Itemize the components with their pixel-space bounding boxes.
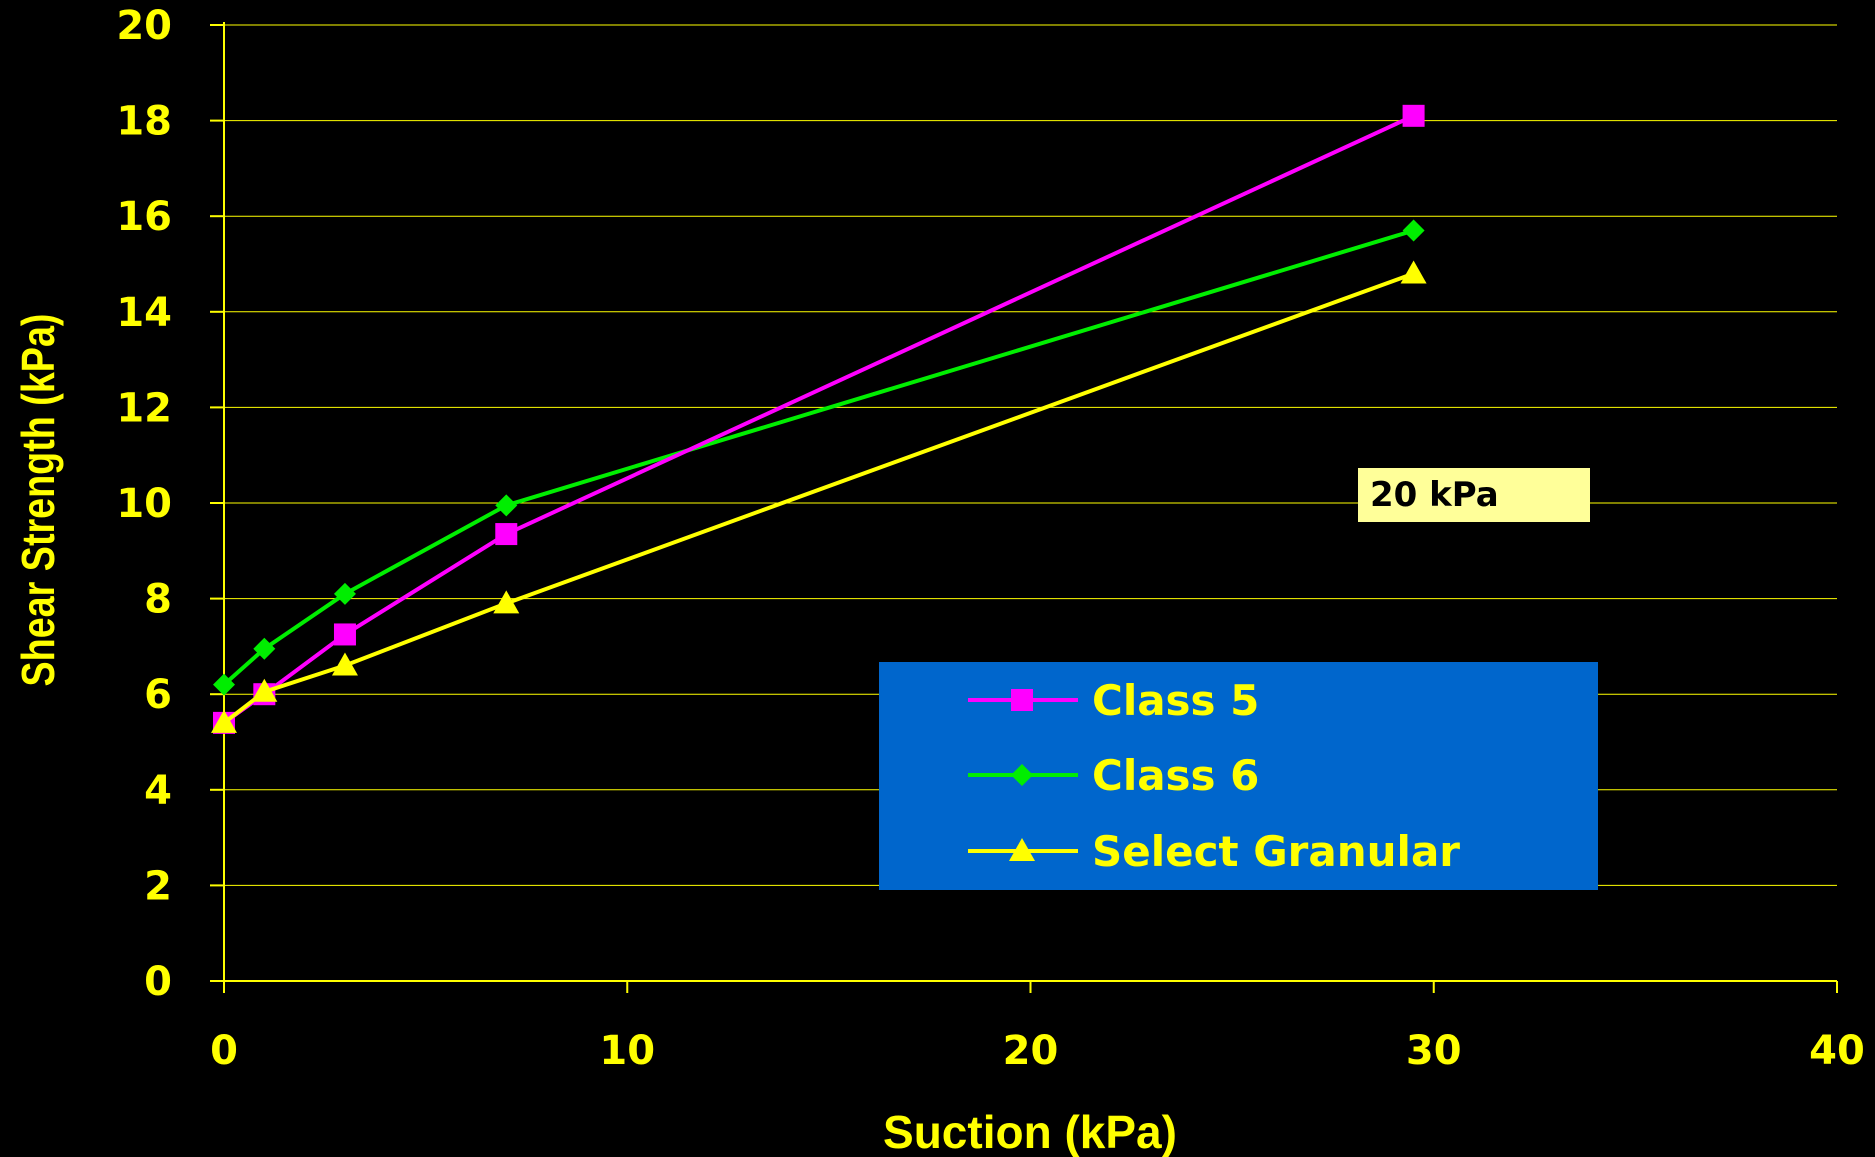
axes bbox=[210, 22, 1838, 993]
data-point-select-granular bbox=[331, 652, 358, 676]
data-point-class-6 bbox=[333, 582, 356, 605]
data-point-select-granular bbox=[251, 678, 278, 702]
annotation-box: 20 kPa bbox=[1358, 468, 1590, 522]
data-point-select-granular bbox=[493, 590, 520, 614]
gridlines bbox=[224, 24, 1837, 886]
legend: Class 5 Class 6 Select Granular bbox=[879, 662, 1598, 890]
annotation-background bbox=[1358, 468, 1590, 522]
y-axis-title: Shear Strength (kPa) bbox=[12, 314, 63, 687]
legend-marker-class-6 bbox=[1011, 764, 1033, 786]
y-tick-label-18: 18 bbox=[116, 99, 172, 145]
legend-item-select-granular: Select Granular bbox=[968, 827, 1460, 876]
data-point-class-6 bbox=[253, 637, 276, 660]
data-point-class-6 bbox=[495, 494, 518, 517]
x-tick-label-0: 0 bbox=[210, 1028, 238, 1074]
x-tick-label-10: 10 bbox=[599, 1028, 655, 1074]
y-tick-label-14: 14 bbox=[116, 290, 172, 336]
legend-item-class-6: Class 6 bbox=[968, 751, 1259, 800]
legend-marker-select-granular bbox=[1009, 838, 1035, 861]
annotation-label: 20 kPa bbox=[1370, 475, 1499, 515]
series-select-granular bbox=[211, 260, 1427, 733]
x-axis-title: Suction (kPa) bbox=[883, 1106, 1177, 1157]
x-tick-label-30: 30 bbox=[1406, 1028, 1462, 1074]
legend-label-class-6: Class 6 bbox=[1092, 751, 1259, 800]
legend-label-class-5: Class 5 bbox=[1092, 676, 1259, 725]
data-point-class-5 bbox=[495, 523, 518, 546]
data-point-select-granular bbox=[211, 709, 237, 733]
legend-items: Class 5 Class 6 Select Granular bbox=[968, 676, 1460, 876]
legend-marker-class-5 bbox=[1011, 689, 1033, 711]
y-tick-label-20: 20 bbox=[116, 3, 172, 49]
legend-label-select-granular: Select Granular bbox=[1092, 827, 1460, 876]
series-line-select-granular bbox=[222, 271, 1415, 725]
data-point-class-6 bbox=[213, 673, 235, 696]
y-tick-label-12: 12 bbox=[116, 385, 172, 431]
legend-item-class-5: Class 5 bbox=[968, 676, 1259, 725]
data-point-class-5 bbox=[1402, 104, 1425, 127]
y-tick-label-4: 4 bbox=[144, 768, 172, 814]
x-tick-label-40: 40 bbox=[1809, 1028, 1865, 1074]
series-line-class-6 bbox=[222, 228, 1415, 687]
series-line-class-5 bbox=[222, 114, 1415, 725]
data-point-select-granular bbox=[1400, 260, 1427, 284]
y-tick-label-2: 2 bbox=[144, 863, 172, 909]
series-lines bbox=[211, 104, 1427, 734]
x-tick-label-20: 20 bbox=[1003, 1028, 1059, 1074]
y-tick-label-8: 8 bbox=[144, 577, 172, 623]
tick-labels: 0 2 4 6 8 10 12 14 16 18 20 0 10 20 30 40 bbox=[116, 3, 1865, 1074]
y-tick-label-16: 16 bbox=[116, 194, 172, 240]
data-point-class-5 bbox=[333, 623, 356, 646]
y-tick-label-10: 10 bbox=[116, 481, 172, 527]
y-tick-label-0: 0 bbox=[144, 959, 172, 1005]
y-tick-label-6: 6 bbox=[144, 672, 172, 718]
data-point-class-6 bbox=[1402, 219, 1425, 242]
series-class-6 bbox=[213, 219, 1425, 696]
series-class-5 bbox=[213, 104, 1425, 734]
